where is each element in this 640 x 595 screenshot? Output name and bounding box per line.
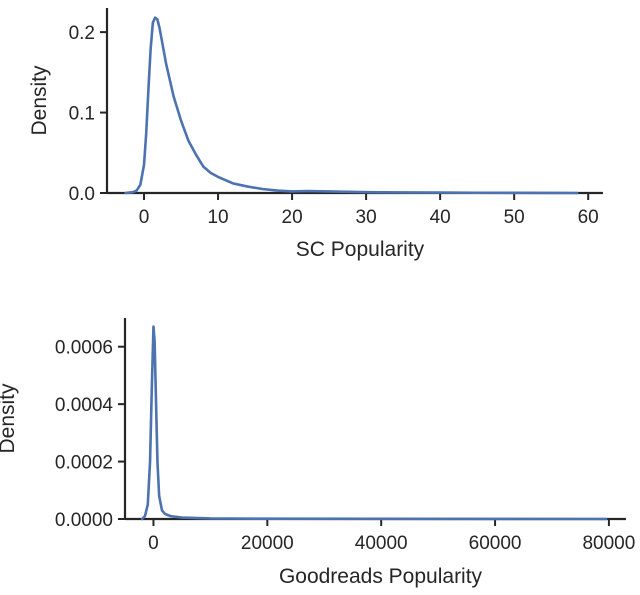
- x-tick-label: 40: [430, 207, 451, 228]
- x-tick-label: 20: [282, 207, 303, 228]
- x-tick-label: 10: [207, 207, 228, 228]
- x-tick-label: 0: [139, 207, 150, 228]
- y-axis-label: Density: [0, 383, 19, 454]
- density-curve: [140, 325, 608, 521]
- y-tick-label: 0.2: [69, 23, 95, 44]
- x-tick-label: 60: [578, 207, 599, 228]
- y-tick-label: 0.0002: [55, 453, 113, 474]
- x-tick-label: 0: [148, 533, 159, 554]
- x-tick-label: 30: [356, 207, 377, 228]
- x-tick-label: 40000: [355, 533, 408, 554]
- y-tick-label: 0.0000: [55, 510, 113, 531]
- density-curve: [124, 16, 579, 195]
- y-tick-label: 0.0006: [55, 338, 113, 359]
- y-axis-label: Density: [28, 65, 51, 136]
- chart-panel-sc-popularity: 0 10 20 30 40 50 60 0.0 0.1 0.2 SC Popularity Densi…: [28, 8, 603, 261]
- y-tick-label: 0.1: [69, 104, 95, 125]
- x-axis-label: Goodreads Popularity: [279, 565, 483, 588]
- x-tick-label: 50: [504, 207, 525, 228]
- chart-panel-goodreads-popularity: 0 20000 40000 60000 80000 0.0000 0.0002 0.0004 0…: [0, 318, 635, 588]
- x-axis-label: SC Popularity: [296, 238, 425, 261]
- y-tick-label: 0.0004: [55, 395, 114, 416]
- x-tick-label: 20000: [241, 533, 294, 554]
- x-tick-label: 80000: [582, 533, 635, 554]
- y-tick-label: 0.0: [69, 184, 95, 205]
- x-tick-label: 60000: [469, 533, 522, 554]
